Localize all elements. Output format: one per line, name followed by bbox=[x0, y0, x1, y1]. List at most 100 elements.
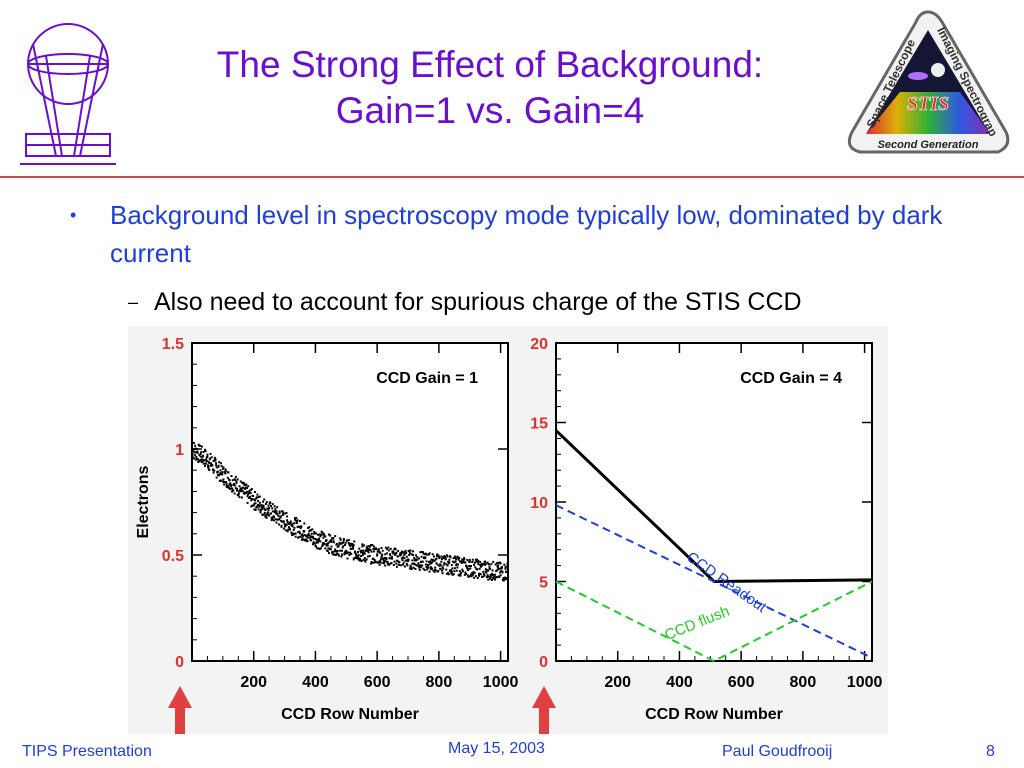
data-point bbox=[492, 560, 495, 563]
data-point bbox=[473, 576, 476, 579]
data-point bbox=[321, 531, 324, 534]
data-point bbox=[466, 567, 469, 570]
data-point bbox=[364, 559, 367, 562]
data-point bbox=[229, 482, 232, 485]
data-point bbox=[486, 561, 489, 564]
data-point bbox=[243, 483, 246, 486]
plot-area bbox=[191, 342, 509, 662]
data-point bbox=[453, 570, 456, 573]
data-point bbox=[328, 540, 331, 543]
data-point bbox=[498, 571, 501, 574]
data-point bbox=[471, 560, 474, 563]
data-point bbox=[285, 524, 288, 527]
data-point bbox=[265, 501, 268, 504]
data-point bbox=[429, 566, 432, 569]
data-point bbox=[496, 565, 499, 568]
data-point bbox=[467, 568, 470, 571]
data-point bbox=[408, 567, 411, 570]
data-point bbox=[193, 447, 196, 450]
data-point bbox=[421, 551, 424, 554]
data-point bbox=[292, 528, 295, 531]
data-point bbox=[281, 510, 284, 513]
data-point bbox=[348, 543, 351, 546]
data-point bbox=[243, 492, 246, 495]
data-point bbox=[411, 559, 414, 562]
data-point bbox=[373, 559, 376, 562]
data-point bbox=[238, 485, 241, 488]
data-point bbox=[324, 535, 327, 538]
data-point bbox=[348, 554, 351, 557]
data-point bbox=[403, 557, 406, 560]
data-point bbox=[458, 560, 461, 563]
data-point bbox=[276, 518, 279, 521]
data-point bbox=[503, 578, 506, 581]
data-point bbox=[296, 519, 299, 522]
data-point bbox=[326, 544, 329, 547]
data-point bbox=[453, 567, 456, 570]
data-point bbox=[490, 563, 493, 566]
data-point bbox=[471, 558, 474, 561]
data-point bbox=[487, 578, 490, 581]
data-point bbox=[218, 474, 221, 477]
data-point bbox=[203, 459, 206, 462]
slide-title: The Strong Effect of Background: Gain=1 … bbox=[140, 42, 840, 134]
data-point bbox=[292, 522, 295, 525]
data-point bbox=[497, 564, 500, 567]
data-point bbox=[443, 561, 446, 564]
data-point bbox=[344, 541, 347, 544]
data-point bbox=[280, 525, 283, 528]
data-point bbox=[234, 475, 237, 478]
data-point bbox=[252, 498, 255, 501]
data-point bbox=[474, 566, 477, 569]
data-point bbox=[199, 444, 202, 447]
data-point bbox=[227, 484, 230, 487]
data-point bbox=[402, 563, 405, 566]
data-point bbox=[265, 514, 268, 517]
data-point bbox=[232, 484, 235, 487]
data-point bbox=[342, 541, 345, 544]
x-axis-label: CCD Row Number bbox=[645, 706, 783, 723]
data-point bbox=[477, 560, 480, 563]
data-point bbox=[209, 452, 212, 455]
data-point bbox=[325, 544, 328, 547]
data-point bbox=[276, 512, 279, 515]
data-point bbox=[297, 531, 300, 534]
data-point bbox=[398, 560, 401, 563]
data-point bbox=[345, 549, 348, 552]
data-point bbox=[279, 519, 282, 522]
data-point bbox=[200, 458, 203, 461]
data-point bbox=[381, 554, 384, 557]
data-point bbox=[430, 558, 433, 561]
data-point bbox=[383, 559, 386, 562]
data-point bbox=[378, 548, 381, 551]
data-point bbox=[247, 496, 250, 499]
y-tick-label: 5 bbox=[539, 575, 548, 592]
chart-title: CCD Gain = 4 bbox=[740, 370, 842, 387]
y-tick-label: 15 bbox=[530, 416, 548, 433]
data-point bbox=[467, 575, 470, 578]
series-line-1 bbox=[555, 504, 873, 659]
data-point bbox=[457, 556, 460, 559]
data-point bbox=[474, 558, 477, 561]
data-point bbox=[234, 487, 237, 490]
data-point bbox=[472, 571, 475, 574]
data-point bbox=[222, 478, 225, 481]
data-point bbox=[422, 552, 425, 555]
x-tick-label: 800 bbox=[790, 674, 817, 691]
data-point bbox=[201, 460, 204, 463]
data-point bbox=[480, 565, 483, 568]
data-point bbox=[385, 557, 388, 560]
data-point bbox=[466, 574, 469, 577]
data-point bbox=[191, 453, 194, 456]
data-point bbox=[202, 462, 205, 465]
data-point bbox=[426, 553, 429, 556]
data-point bbox=[435, 557, 438, 560]
data-point bbox=[460, 560, 463, 563]
data-point bbox=[192, 449, 195, 452]
data-point bbox=[408, 552, 411, 555]
data-point bbox=[360, 549, 363, 552]
data-point bbox=[366, 555, 369, 558]
data-point bbox=[282, 512, 285, 515]
data-point bbox=[464, 561, 467, 564]
data-point bbox=[481, 575, 484, 578]
